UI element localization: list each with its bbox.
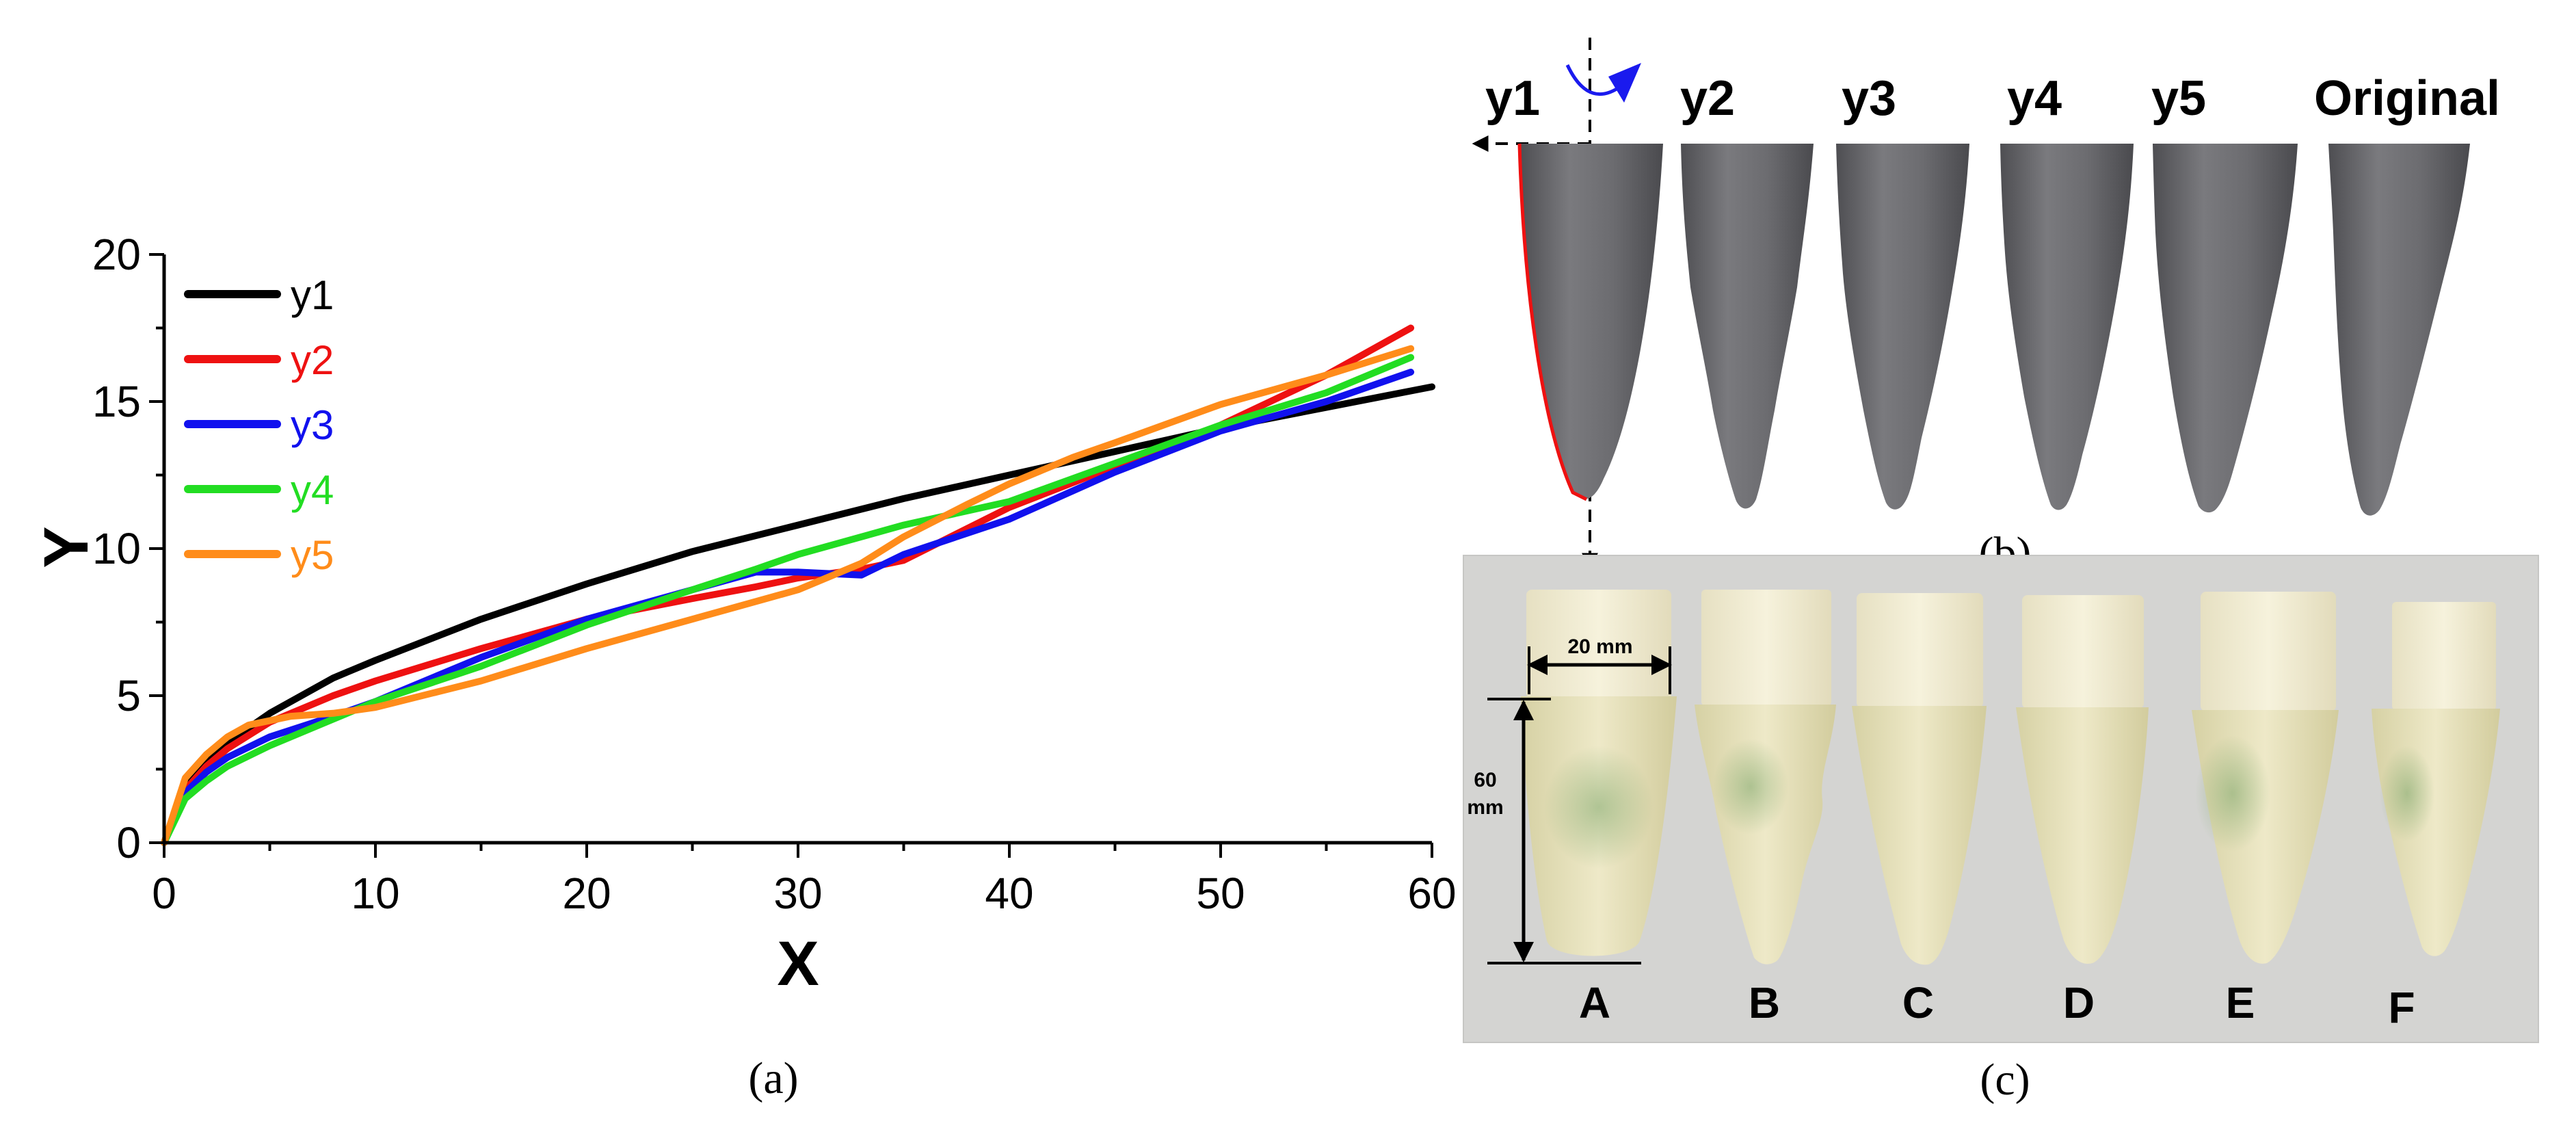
y1-profile-curve: [1517, 143, 1588, 501]
y-tick-label: 0: [116, 818, 141, 867]
chart-axes: [162, 254, 1432, 845]
profile-label-y5: y5: [2151, 71, 2206, 126]
panel-a-chart: 0 10 20 30 40 50 60 0 5 10 15 20 X Y y1 y2 y3 y4 y5 (a): [31, 230, 1457, 1103]
rotation-arrowhead-icon: [1608, 63, 1641, 103]
specimen-label-b: B: [1749, 978, 1780, 1027]
plot-area: [161, 324, 1435, 846]
width-dimension-label: 20 mm: [1567, 635, 1632, 658]
specimen-label-c: C: [1902, 978, 1934, 1027]
chart-legend: y1 y2 y3 y4 y5: [184, 272, 334, 578]
profile-label-y4: y4: [2007, 71, 2062, 126]
x-tick-label: 0: [152, 869, 176, 918]
specimen-label-f: F: [2388, 983, 2415, 1032]
specimen-label-e: E: [2226, 978, 2255, 1027]
profile-label-original: Original: [2314, 71, 2500, 126]
panel-b-profiles: y1 y2 y3 y4 y5 Original (b): [1472, 38, 2500, 578]
x-tick-label: 60: [1407, 869, 1456, 918]
legend-label-y1: y1: [291, 272, 334, 318]
series-line-y5: [161, 345, 1415, 846]
profile-label-y2: y2: [1680, 71, 1735, 126]
x-tick-label: 10: [351, 869, 399, 918]
panel-a-caption: (a): [748, 1053, 798, 1103]
x-tick-label: 20: [562, 869, 611, 918]
specimen-f: [2372, 602, 2500, 956]
cad-shape-y5: [2153, 144, 2298, 513]
specimen-b: [1695, 590, 1836, 964]
cad-shape-y4: [2000, 144, 2134, 510]
specimen-label-d: D: [2063, 978, 2095, 1027]
y-tick-label: 20: [92, 230, 141, 279]
height-dimension-value: 60: [1474, 769, 1496, 791]
x-tick-label: 30: [773, 869, 822, 918]
cad-shape-y3: [1836, 144, 1969, 510]
y-tick-label: 10: [92, 524, 141, 573]
y-tick-label: 5: [116, 671, 141, 720]
height-dimension-unit: mm: [1467, 796, 1503, 819]
x-tick-label: 40: [985, 869, 1033, 918]
panel-c-caption: (c): [1980, 1055, 2030, 1105]
x-tick-label: 50: [1196, 869, 1245, 918]
x-axis-label: X: [777, 929, 819, 999]
profile-label-y3: y3: [1842, 71, 1896, 126]
cad-shape-original: [2328, 144, 2470, 516]
profile-labels: y1 y2 y3 y4 y5 Original: [1485, 71, 2500, 126]
legend-label-y2: y2: [291, 337, 334, 383]
specimen-d: [2016, 595, 2149, 964]
panel-c-photo: 20 mm 60 mm A B C D E F (c): [1463, 555, 2539, 1105]
legend-label-y3: y3: [291, 402, 334, 448]
series-line-y3: [161, 369, 1415, 846]
y-tick-label: 15: [92, 377, 141, 426]
legend-label-y4: y4: [291, 467, 334, 513]
specimen-c: [1852, 593, 1987, 965]
legend-label-y5: y5: [291, 532, 334, 578]
axis-ticks: 0 10 20 30 40 50 60 0 5 10 15 20: [92, 230, 1457, 918]
cad-shape-y2: [1681, 144, 1814, 509]
y-axis-label: Y: [31, 526, 101, 568]
specimen-label-a: A: [1579, 978, 1610, 1027]
series-line-y4: [161, 354, 1415, 846]
series-line-y1: [161, 383, 1435, 846]
cad-shape-y1: [1517, 143, 1663, 501]
specimen-e: [2192, 592, 2339, 964]
profile-label-y1: y1: [1485, 71, 1540, 126]
